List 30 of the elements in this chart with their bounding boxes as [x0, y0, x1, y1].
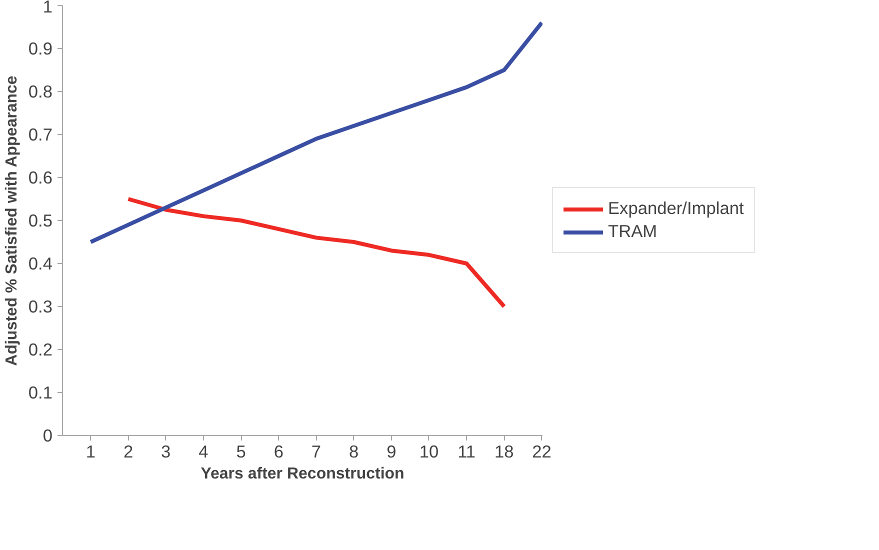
- y-tick-label: 0.7: [28, 124, 53, 144]
- x-tick-label: 4: [198, 442, 209, 462]
- y-tick-label: 0.3: [28, 296, 53, 316]
- x-axis-title: Years after Reconstruction: [200, 466, 404, 482]
- y-tick-label: 0.6: [28, 168, 53, 188]
- y-tick-label: 0.1: [28, 382, 53, 402]
- x-tick-label: 18: [494, 442, 514, 462]
- x-tick-label: 11: [458, 442, 476, 462]
- x-tick-label: 10: [419, 442, 439, 462]
- y-tick-label: 0.8: [28, 82, 53, 102]
- y-tick-label: 0.2: [28, 340, 53, 360]
- x-tick-label: 3: [161, 442, 171, 462]
- line-series: [88, 20, 542, 244]
- line-series: [126, 197, 506, 308]
- x-tick-label: 2: [123, 442, 134, 462]
- legend-label: Expander/Implant: [608, 198, 744, 219]
- x-tick-label: 5: [236, 442, 246, 462]
- y-tick-label: 0.5: [28, 210, 53, 230]
- y-tick-label: 0: [42, 426, 53, 446]
- y-tick-label: 1: [42, 0, 53, 16]
- x-tick-label: 9: [386, 442, 396, 462]
- y-axis-title: Adjusted % Satisfied with Appearance: [3, 76, 20, 366]
- y-tick-label: 0.9: [28, 38, 53, 58]
- y-tick-label: 0.4: [28, 254, 53, 274]
- legend-label: TRAM: [608, 221, 658, 242]
- x-tick-label: 6: [274, 442, 284, 462]
- x-tick-label: 8: [348, 442, 359, 462]
- x-tick-label: 22: [532, 442, 552, 462]
- x-tick-label: 1: [86, 442, 96, 462]
- x-tick-label: 7: [311, 442, 322, 462]
